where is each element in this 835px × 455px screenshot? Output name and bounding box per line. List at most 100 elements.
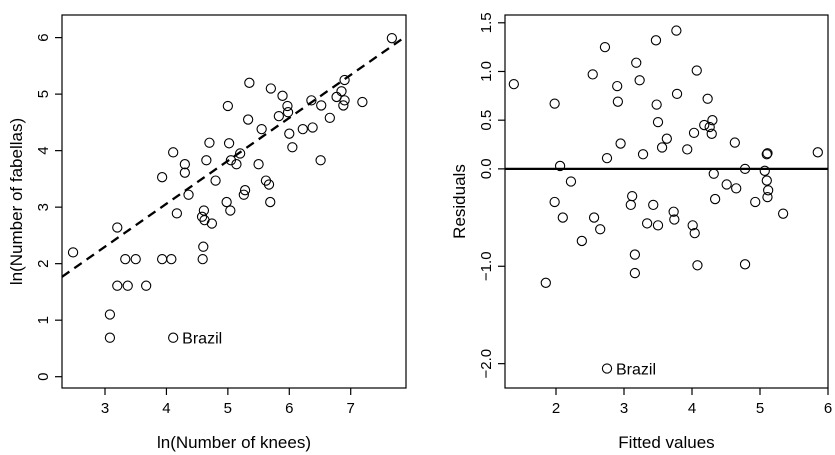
data-point: [761, 149, 772, 160]
data-point: [315, 155, 326, 166]
x-tick-label: 2: [552, 400, 560, 417]
data-point: [221, 196, 232, 208]
y-tick-label: 0.5: [478, 110, 495, 131]
data-point: [652, 220, 664, 231]
data-point: [338, 100, 349, 111]
data-point: [661, 133, 672, 144]
data-point: [339, 95, 350, 106]
data-point: [282, 100, 293, 112]
data-point: [282, 107, 294, 118]
x-tick-label: 7: [347, 400, 355, 417]
data-point: [168, 147, 179, 158]
data-point: [130, 253, 141, 265]
data-point: [549, 98, 560, 109]
data-point: [244, 77, 255, 88]
data-point: [615, 138, 626, 149]
data-point: [669, 214, 680, 225]
data-point: [656, 142, 668, 153]
data-point: [731, 183, 742, 194]
data-point: [708, 168, 719, 179]
data-point: [634, 75, 645, 86]
data-point: [599, 41, 611, 53]
y-tick-label: −1.0: [478, 251, 495, 281]
y-tick-label: 3: [35, 203, 52, 211]
x-tick-label: 6: [285, 400, 293, 417]
data-point: [196, 211, 208, 222]
data-point: [671, 25, 682, 36]
data-point: [197, 253, 208, 265]
data-point: [287, 142, 298, 153]
data-point: [256, 124, 267, 135]
data-point: [339, 74, 350, 86]
data-points: [67, 33, 398, 343]
x-tick-label: 3: [101, 400, 109, 417]
data-point: [284, 128, 295, 139]
data-point: [692, 260, 703, 271]
y-axis-title: ln(Number of fabellas): [7, 118, 26, 285]
data-point: [386, 33, 398, 44]
regression-line: [61, 35, 407, 278]
data-point: [601, 153, 613, 164]
data-point: [721, 179, 732, 190]
data-point: [702, 93, 713, 104]
x-tick-label: 4: [688, 400, 696, 417]
data-point: [549, 196, 560, 208]
data-point: [688, 127, 700, 138]
data-point: [179, 159, 191, 170]
data-point: [225, 155, 237, 166]
data-point: [691, 65, 702, 76]
data-point: [707, 115, 718, 126]
annotation-label: Brazil: [616, 362, 656, 379]
annotated-point: [168, 332, 179, 343]
data-point: [612, 96, 624, 107]
annotated-point: [601, 363, 613, 374]
data-point: [336, 86, 347, 97]
data-point: [704, 121, 715, 133]
data-point: [729, 137, 740, 148]
data-point: [122, 280, 133, 291]
y-tick-label: 6: [35, 33, 52, 41]
data-point: [762, 191, 773, 203]
data-point: [204, 137, 215, 148]
y-tick-label: 4: [35, 146, 52, 154]
data-point: [812, 147, 823, 158]
data-point: [104, 332, 116, 343]
data-points: [508, 25, 823, 374]
y-tick-label: 1.5: [478, 12, 495, 33]
data-point: [777, 208, 789, 219]
data-point: [625, 199, 636, 211]
data-point: [557, 212, 568, 223]
data-point: [242, 114, 254, 125]
data-point: [709, 193, 721, 205]
data-point: [112, 222, 123, 233]
data-point: [112, 280, 123, 291]
data-point: [231, 159, 242, 170]
data-point: [759, 165, 770, 176]
data-point: [166, 253, 177, 265]
plot-frame: [504, 14, 829, 389]
data-point: [652, 116, 664, 128]
data-point: [637, 149, 649, 160]
data-point: [565, 176, 577, 187]
axis-ticks: 2 3 4 5 6 −2.0 −1.0 0.0 0.5 1.0 1.5: [478, 12, 832, 417]
data-point: [587, 69, 598, 80]
plot-frame: [61, 14, 407, 389]
data-point: [668, 206, 679, 217]
data-point: [265, 196, 276, 208]
data-point: [198, 241, 209, 252]
y-tick-label: 5: [35, 90, 52, 98]
data-point: [682, 144, 693, 155]
data-point: [631, 57, 642, 68]
data-point: [612, 80, 623, 92]
data-point: [627, 190, 638, 202]
data-point: [576, 235, 587, 247]
annotation-label: Brazil: [182, 331, 222, 348]
x-tick-label: 6: [824, 400, 832, 417]
data-point: [699, 119, 710, 131]
y-tick-label: 2: [35, 259, 52, 267]
data-point: [171, 208, 183, 219]
y-tick-label: 0: [35, 373, 52, 381]
data-point: [156, 253, 168, 265]
data-point: [201, 155, 212, 166]
data-point: [306, 95, 317, 106]
